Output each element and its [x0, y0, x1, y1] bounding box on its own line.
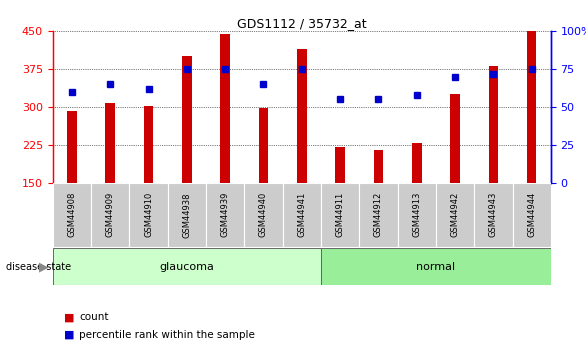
Text: GSM44911: GSM44911: [336, 192, 345, 237]
Bar: [67, 111, 77, 183]
Bar: [397, 183, 436, 247]
Text: ■: ■: [64, 313, 75, 322]
Bar: [513, 183, 551, 247]
Text: GSM44909: GSM44909: [105, 192, 115, 237]
Bar: [258, 108, 268, 183]
Bar: [220, 33, 230, 183]
Bar: [105, 103, 115, 183]
Bar: [282, 183, 321, 247]
Bar: [91, 183, 130, 247]
Text: GSM44910: GSM44910: [144, 192, 153, 237]
Bar: [321, 183, 359, 247]
Text: ■: ■: [64, 330, 75, 339]
Text: GSM44939: GSM44939: [221, 192, 230, 237]
Bar: [436, 183, 474, 247]
Text: ▶: ▶: [39, 261, 49, 274]
Text: GSM44944: GSM44944: [527, 192, 536, 237]
Text: disease state: disease state: [6, 263, 71, 272]
Text: GSM44908: GSM44908: [67, 192, 76, 237]
Bar: [412, 144, 421, 183]
Bar: [527, 31, 536, 183]
Text: normal: normal: [416, 262, 455, 272]
Bar: [53, 183, 91, 247]
Title: GDS1112 / 35732_at: GDS1112 / 35732_at: [237, 17, 367, 30]
Bar: [244, 183, 282, 247]
Bar: [206, 183, 244, 247]
Bar: [374, 150, 383, 183]
Text: GSM44912: GSM44912: [374, 192, 383, 237]
Bar: [53, 248, 321, 285]
Text: GSM44940: GSM44940: [259, 192, 268, 237]
Bar: [144, 106, 154, 183]
Bar: [168, 183, 206, 247]
Text: percentile rank within the sample: percentile rank within the sample: [79, 330, 255, 339]
Text: GSM44941: GSM44941: [297, 192, 306, 237]
Text: count: count: [79, 313, 108, 322]
Text: glaucoma: glaucoma: [159, 262, 214, 272]
Text: GSM44913: GSM44913: [412, 192, 421, 237]
Text: GSM44938: GSM44938: [182, 192, 192, 237]
Bar: [489, 67, 498, 183]
Bar: [335, 147, 345, 183]
Bar: [182, 56, 192, 183]
Bar: [474, 183, 513, 247]
Bar: [450, 94, 460, 183]
Bar: [359, 183, 397, 247]
Bar: [297, 49, 306, 183]
Bar: [130, 183, 168, 247]
Text: GSM44943: GSM44943: [489, 192, 498, 237]
Text: GSM44942: GSM44942: [451, 192, 459, 237]
Bar: [321, 248, 551, 285]
